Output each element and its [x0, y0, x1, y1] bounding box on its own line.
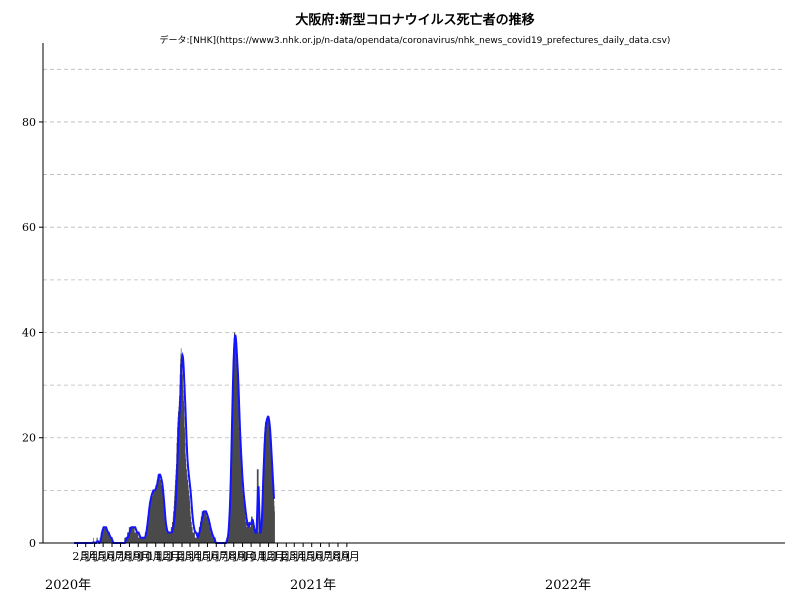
- chart-subtitle: データ:[NHK](https://www3.nhk.or.jp/n-data/…: [160, 34, 671, 46]
- x-tick-label: 4月: [194, 550, 212, 563]
- y-tick-label: 20: [22, 432, 36, 445]
- year-label: 2020年: [45, 578, 91, 593]
- average-series: [74, 334, 275, 544]
- grid-lines: [43, 68, 785, 491]
- x-tick-label: 2月: [72, 550, 90, 563]
- daily-bar: [194, 532, 195, 543]
- year-label: 2022年: [545, 578, 591, 593]
- x-tick-label: 3月: [81, 550, 99, 563]
- average-line: [74, 334, 275, 544]
- chart-title: 大阪府:新型コロナウイルス死亡者の推移: [295, 12, 534, 28]
- x-tick-label: 8月: [333, 550, 351, 563]
- x-tick-label: 10月: [138, 550, 163, 563]
- x-tick-label: 3月: [185, 550, 203, 563]
- x-tick-label: 2月: [281, 550, 299, 563]
- x-tick-label: 7月: [324, 550, 342, 563]
- x-tick-label: 2月: [177, 550, 195, 563]
- x-tick-label: 11月: [147, 550, 172, 563]
- x-tick-label: 5月: [98, 550, 116, 563]
- y-tick-label: 40: [22, 326, 36, 339]
- x-tick-label: 6月: [107, 550, 125, 563]
- x-tick-label: 7月: [220, 550, 238, 563]
- bar-series: [93, 332, 275, 543]
- x-tick-label: 9月: [133, 550, 151, 563]
- x-tick-label: 12月: [156, 550, 181, 563]
- axes: [42, 43, 785, 544]
- x-tick-label: 12月: [260, 550, 285, 563]
- x-tick-label: 7月: [116, 550, 134, 563]
- x-tick-label: 4月: [90, 550, 108, 563]
- x-tick-label: 5月: [202, 550, 220, 563]
- y-tick-label: 80: [22, 116, 36, 129]
- daily-bar: [96, 537, 98, 543]
- y-tick-label: 60: [22, 221, 36, 234]
- year-label: 2021年: [290, 578, 336, 593]
- x-tick-label: 1月: [168, 550, 186, 563]
- y-tick-label: 0: [29, 537, 36, 550]
- x-tick-label: 8月: [229, 550, 247, 563]
- x-tick-label: 6月: [211, 550, 229, 563]
- daily-bar: [108, 532, 110, 543]
- daily-bar: [97, 537, 98, 543]
- x-tick-label: 11月: [251, 550, 276, 563]
- daily-bar: [93, 537, 94, 543]
- x-tick-label: 9月: [238, 550, 256, 563]
- x-tick-label: 1月: [272, 550, 290, 563]
- x-tick-label: 3月: [289, 550, 307, 563]
- x-tick-label: 8月: [124, 550, 142, 563]
- x-tick-label: 5月: [307, 550, 325, 563]
- x-tick-label: 10月: [243, 550, 268, 563]
- x-tick-label: 9月: [342, 550, 360, 563]
- y-tick-labels: 0 20 40 60 80: [22, 116, 43, 550]
- daily-bar: [274, 511, 275, 543]
- x-tick-label: 6月: [316, 550, 334, 563]
- daily-bar: [137, 532, 139, 543]
- daily-bar: [211, 532, 213, 543]
- x-tick-label: 4月: [298, 550, 316, 563]
- x-tick-labels: 2月3月4月5月6月7月8月9月10月11月12月1月2月3月4月5月6月7月8…: [72, 543, 360, 563]
- year-labels: 2020年 2021年 2022年: [45, 578, 591, 593]
